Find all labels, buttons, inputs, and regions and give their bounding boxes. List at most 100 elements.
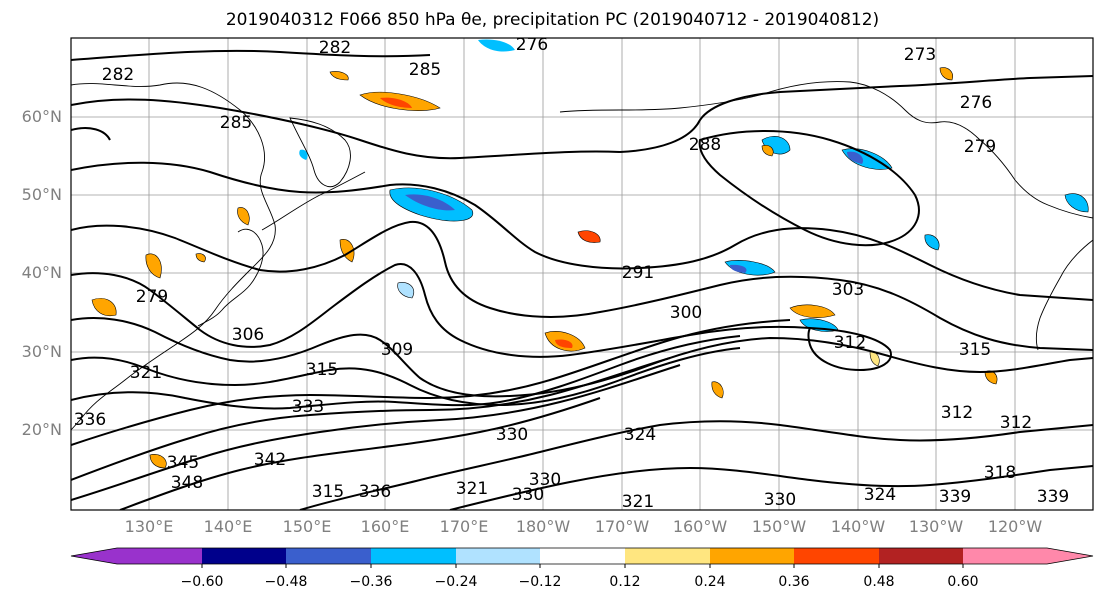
coastline-alaska	[759, 81, 1093, 219]
theta-e-contours	[71, 49, 1093, 510]
lon-label: 140°W	[830, 517, 886, 536]
contour-label: 339	[1037, 487, 1069, 507]
contour-label: 333	[292, 397, 324, 417]
contour-label: 318	[984, 463, 1016, 483]
precip-patches	[91, 39, 1089, 469]
contour-label: 312	[834, 333, 866, 353]
contour-label: 330	[512, 485, 544, 505]
lon-label: 160°E	[360, 517, 410, 536]
colorbar-segment	[371, 548, 456, 564]
contour-label: 315	[312, 482, 344, 502]
precip-patch-negative	[847, 151, 864, 164]
precip-patch-positive	[149, 454, 167, 469]
colorbar-segment	[879, 548, 963, 564]
contour-label: 330	[764, 490, 796, 510]
contour-label: 273	[904, 45, 936, 65]
contour-label: 321	[456, 479, 488, 499]
contour-label: 348	[171, 473, 203, 493]
precip-patch-positive	[195, 253, 206, 263]
contour-label: 324	[864, 485, 896, 505]
contour-label: 279	[136, 287, 168, 307]
colorbar-tick-label: 0.48	[863, 574, 895, 590]
precip-patch-positive	[711, 381, 724, 399]
precip-patch-positive	[380, 97, 412, 108]
precip-patch-positive	[761, 145, 774, 157]
precip-patch-positive	[555, 339, 573, 348]
lon-label: 180°W	[515, 517, 571, 536]
contour-label: 279	[964, 137, 996, 157]
colorbar-segment	[202, 548, 286, 564]
contour-label: 330	[529, 470, 561, 490]
coastline-kamchatka	[289, 117, 351, 188]
lon-label: 130°E	[124, 517, 174, 536]
precip-patch-positive	[789, 304, 836, 318]
colorbar-tick-label: −0.12	[518, 574, 562, 590]
coastlines	[71, 81, 1093, 431]
colorbar-tick-label: −0.36	[349, 574, 393, 590]
contour-label: 282	[102, 65, 134, 85]
contour-label: 324	[624, 425, 656, 445]
colorbar-segment	[625, 548, 710, 564]
lon-label: 120°W	[987, 517, 1043, 536]
colorbar-segment	[456, 548, 540, 564]
colorbar-segment	[963, 548, 1047, 564]
precip-patch-positive	[237, 207, 250, 226]
precip-patch-negative	[478, 39, 515, 52]
coastline-japan	[197, 228, 264, 327]
lon-label: 140°E	[203, 517, 253, 536]
colorbar-tick-label: 0.24	[694, 574, 726, 590]
lon-label: 170°W	[594, 517, 650, 536]
contour-label: 321	[622, 492, 654, 512]
chart-title: 2019040312 F066 850 hPa θe, precipitatio…	[225, 10, 880, 30]
colorbar-segment	[794, 548, 879, 564]
colorbar-segment	[540, 548, 625, 564]
precip-patch-negative	[730, 264, 747, 273]
coastline-north-america	[1035, 239, 1093, 351]
contour-label: 276	[960, 93, 992, 113]
contour-label: 321	[130, 363, 162, 383]
colorbar-extension-low	[71, 548, 117, 564]
contour-label: 309	[381, 340, 413, 360]
precip-patch-positive	[939, 67, 953, 81]
colorbar-tick-label: 0.12	[609, 574, 641, 590]
precip-patch-negative	[1064, 193, 1089, 213]
precip-patch-negative	[397, 282, 415, 299]
colorbar-tick-label: −0.24	[434, 574, 478, 590]
coastline-asia	[71, 82, 276, 431]
colorbar-extension-high	[1047, 548, 1093, 564]
colorbar-segment	[117, 548, 202, 564]
contour-label: 315	[306, 360, 338, 380]
precip-patch-negative	[299, 149, 308, 160]
contour-label: 288	[689, 135, 721, 155]
lat-label: 40°N	[21, 263, 62, 282]
lat-label: 50°N	[21, 185, 62, 204]
contour-label: 282	[319, 38, 351, 58]
lon-label: 150°W	[751, 517, 807, 536]
lat-label: 60°N	[21, 107, 62, 126]
graticule	[71, 38, 1093, 510]
lon-label: 130°W	[908, 517, 964, 536]
contour-labels: 282 276 285 273 282 276 285 279 288 291 …	[74, 35, 1069, 512]
contour-label: 276	[516, 35, 548, 55]
contour-label: 312	[941, 403, 973, 423]
contour-label: 336	[74, 410, 106, 430]
precip-patch-positive	[91, 298, 117, 317]
colorbar-outline	[70, 547, 1094, 565]
contour-label: 285	[220, 113, 252, 133]
contour-label: 315	[959, 340, 991, 360]
colorbar-tick-label: −0.48	[264, 574, 308, 590]
coastline-kuril	[261, 171, 366, 231]
lat-label: 20°N	[21, 420, 62, 439]
contour-label: 285	[409, 60, 441, 80]
precip-patch-positive	[339, 239, 355, 263]
contour-label: 306	[232, 325, 264, 345]
contour-label: 303	[832, 280, 864, 300]
colorbar-segment	[286, 548, 371, 564]
coastline-aleutians	[559, 94, 761, 113]
contour-label: 291	[622, 263, 654, 283]
precip-patch-positive	[145, 253, 162, 279]
lon-label: 170°E	[439, 517, 489, 536]
contour-label: 330	[496, 425, 528, 445]
contour-label: 300	[670, 303, 702, 323]
map-frame	[70, 37, 1094, 511]
